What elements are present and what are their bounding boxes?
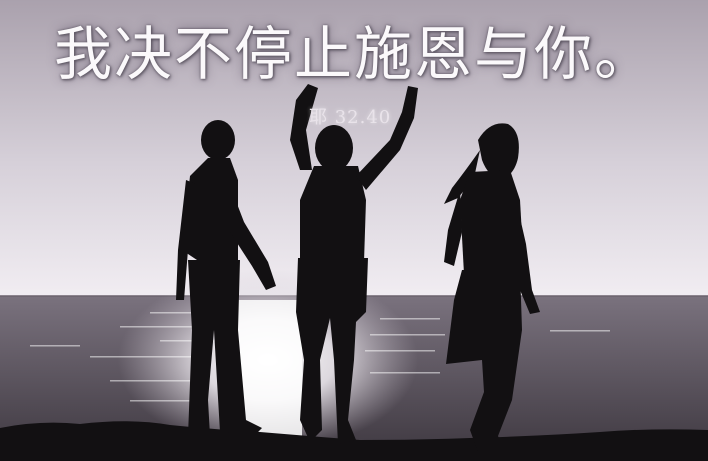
- verse-headline: 我决不停止施恩与你。: [53, 20, 654, 88]
- person-right-silhouette: [444, 123, 540, 452]
- verse-reference: 耶 32.40: [309, 107, 392, 128]
- person-left-silhouette: [176, 120, 276, 436]
- rocky-shore: [0, 421, 708, 461]
- sea-sparkles: [30, 312, 610, 402]
- person-center-silhouette: [290, 84, 418, 444]
